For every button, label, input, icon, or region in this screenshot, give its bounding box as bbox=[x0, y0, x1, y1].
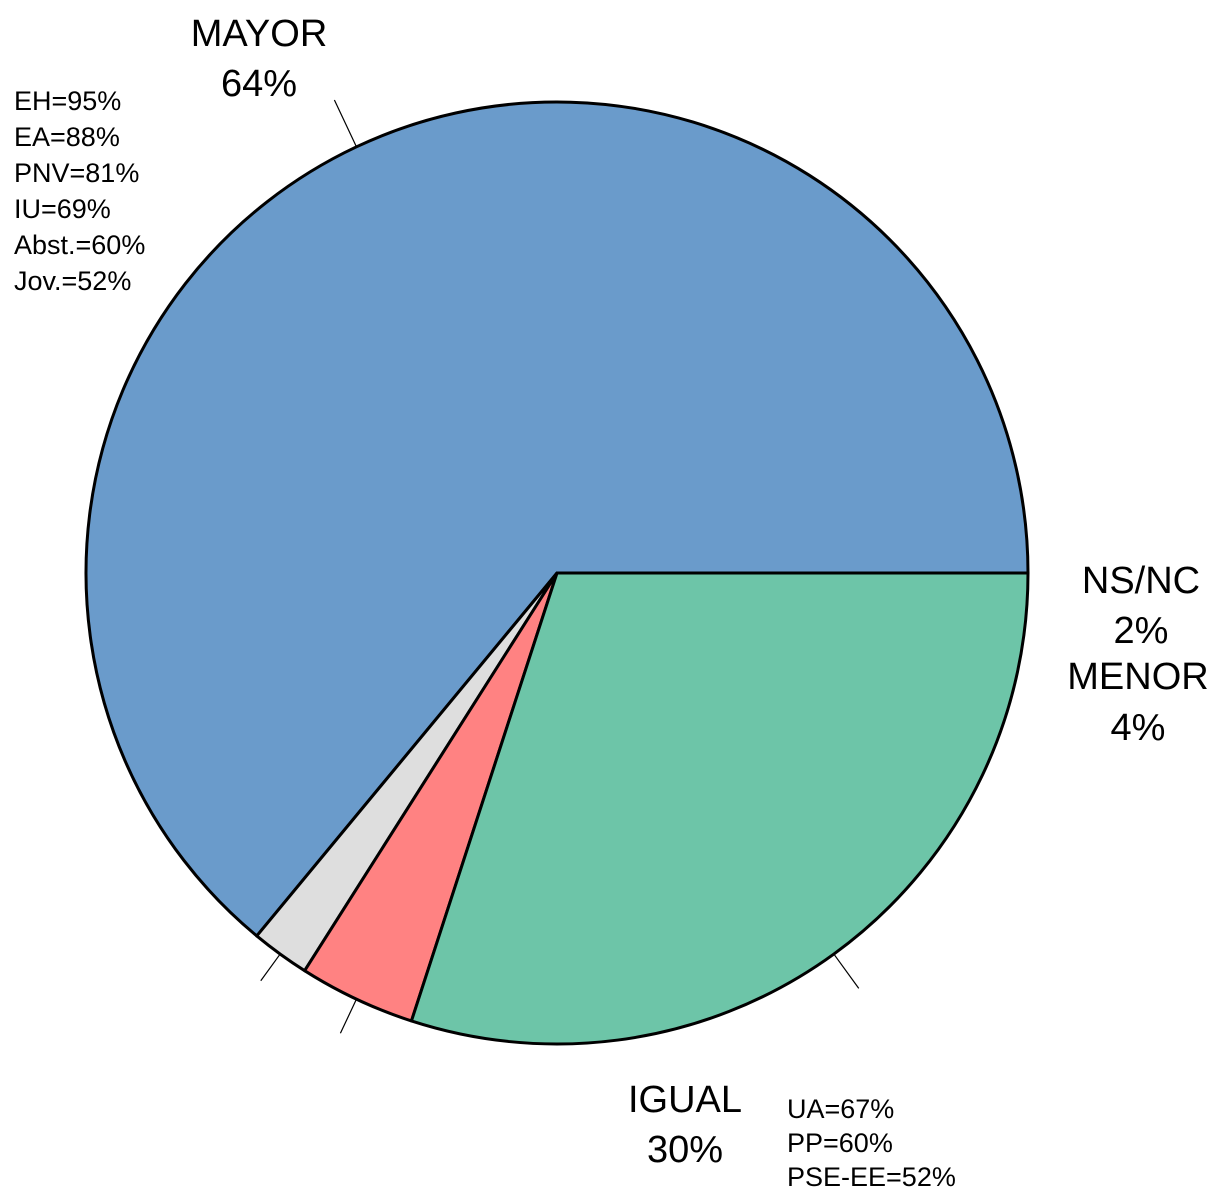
breakdown-item: UA=67% bbox=[787, 1094, 894, 1124]
breakdown-igual: UA=67% PP=60% PSE-EE=52% bbox=[787, 1094, 956, 1192]
slice-label-mayor: MAYOR bbox=[191, 13, 328, 55]
breakdown-mayor: EH=95% EA=88% PNV=81% IU=69% Abst.=60% J… bbox=[14, 86, 145, 296]
slice-value-menor: 4% bbox=[1111, 707, 1166, 749]
slice-value-nsnc: 2% bbox=[1114, 610, 1169, 652]
breakdown-item: Abst.=60% bbox=[14, 230, 145, 260]
breakdown-item: EA=88% bbox=[14, 122, 120, 152]
slice-label-nsnc: NS/NC bbox=[1082, 560, 1200, 602]
breakdown-item: PSE-EE=52% bbox=[787, 1162, 956, 1192]
leader-line-menor bbox=[339, 998, 358, 1034]
leader-line-mayor bbox=[333, 99, 358, 148]
slice-label-igual: IGUAL bbox=[628, 1079, 742, 1121]
breakdown-item: PNV=81% bbox=[14, 158, 139, 188]
breakdown-item: Jov.=52% bbox=[14, 266, 131, 296]
pie-slices bbox=[84, 100, 1030, 1046]
leader-lines bbox=[260, 99, 860, 1034]
slice-label-menor: MENOR bbox=[1067, 656, 1208, 698]
pie-slice-igual bbox=[409, 571, 1030, 1046]
slice-value-mayor: 64% bbox=[221, 63, 297, 105]
leader-line-ns-nc bbox=[260, 953, 281, 982]
breakdown-item: EH=95% bbox=[14, 86, 121, 116]
breakdown-item: IU=69% bbox=[14, 194, 111, 224]
slice-value-igual: 30% bbox=[647, 1129, 723, 1171]
breakdown-item: PP=60% bbox=[787, 1128, 893, 1158]
leader-line-igual bbox=[833, 953, 860, 989]
pie-slice-mayor bbox=[84, 100, 1030, 938]
